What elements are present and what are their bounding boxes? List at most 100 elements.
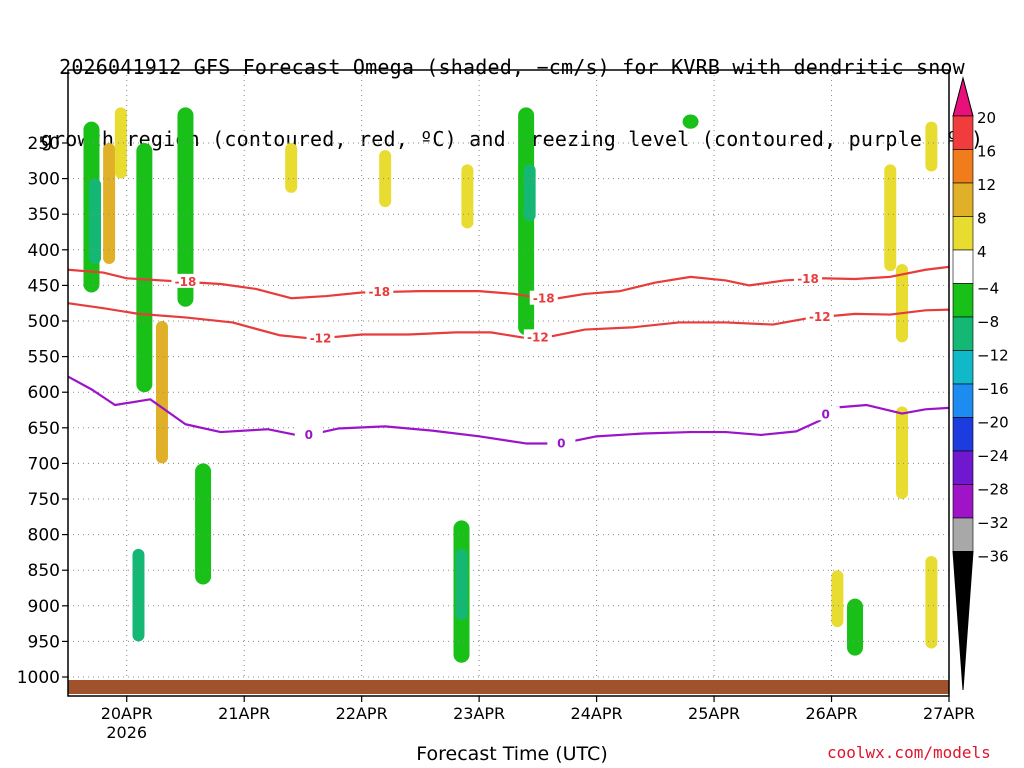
contour-label: -12: [809, 310, 831, 324]
colorbar-segment: [952, 216, 974, 251]
colorbar-label: −12: [977, 347, 1009, 365]
omega-patch: [884, 164, 897, 272]
y-tick-label: 250: [28, 134, 60, 154]
colorbar: 20 16 12 8 4 −4 −8 −12 −16 −20 −24 −28 −32 −36: [952, 76, 1009, 691]
omega-patch: [847, 598, 864, 656]
omega-patch: [379, 150, 392, 208]
x-axis-label: Forecast Time (UTC): [416, 743, 608, 765]
colorbar-label: 20: [977, 109, 996, 127]
y-tick-label: 400: [28, 241, 60, 261]
omega-patch: [896, 264, 909, 343]
x-tick-label: 20APR: [101, 704, 153, 723]
x-tick-label: 23APR: [453, 704, 505, 723]
colorbar-label: 8: [977, 210, 987, 228]
omega-patch: [523, 164, 536, 222]
contour-label-background: [794, 270, 823, 285]
site-credit[interactable]: coolwx.com/models: [827, 743, 991, 762]
y-tick-label: 800: [28, 526, 60, 546]
omega-patch: [177, 107, 194, 307]
omega-patch: [114, 107, 127, 179]
colorbar-segment: [952, 115, 974, 150]
contour-label: 0: [557, 436, 565, 450]
grid-lines: [68, 70, 949, 696]
omega-patch: [195, 463, 212, 585]
colorbar-segment: [952, 316, 974, 351]
plot-frame: [67, 69, 950, 697]
contour-label: -12: [527, 330, 549, 344]
contour-label: -18: [368, 285, 390, 299]
contour-label-background: [306, 330, 335, 345]
omega-patch: [682, 114, 699, 129]
colorbar-label: −36: [977, 548, 1009, 566]
colorbar-segment: [952, 484, 974, 519]
omega-patch: [518, 107, 535, 336]
y-tick-label: 550: [28, 348, 60, 368]
y-tick-label: 850: [28, 561, 60, 581]
y-tick-label: 1000: [17, 668, 60, 688]
omega-patch: [455, 548, 468, 621]
contour-label: -12: [310, 331, 332, 345]
colorbar-segment: [952, 350, 974, 385]
colorbar-label: −4: [977, 280, 999, 298]
y-tick-label: 450: [28, 276, 60, 296]
omega-patch: [896, 406, 909, 499]
contour-label: -18: [175, 275, 197, 289]
omega-patch: [103, 143, 116, 265]
omega-patch: [925, 121, 938, 172]
x-tick-label: 26APR: [805, 704, 857, 723]
y-tick-label: 650: [28, 419, 60, 439]
colorbar-bottom-arrow: [952, 551, 974, 691]
contour-label: 0: [821, 407, 829, 421]
omega-patch: [89, 178, 102, 265]
contour-label-background: [529, 290, 558, 305]
x-tick-label: 27APR: [923, 704, 975, 723]
x-tick-label: 25APR: [688, 704, 740, 723]
colorbar-label: −24: [977, 447, 1009, 465]
contour-layer: -18 -18 -18 -18 -12 -12 -12 0 0 0: [67, 265, 950, 450]
contour-label-background: [523, 329, 552, 344]
omega-patch: [831, 570, 844, 628]
omega-patch: [132, 548, 145, 642]
contour-label-background: [811, 406, 840, 421]
y-tick-label: 300: [28, 170, 60, 190]
contour-label: -18: [533, 292, 555, 306]
colorbar-segment: [952, 417, 974, 452]
colorbar-segment: [952, 283, 974, 318]
x-tick-label: 22APR: [336, 704, 388, 723]
omega-patch: [925, 555, 938, 649]
omega-patch: [461, 164, 474, 229]
y-tick-label: 750: [28, 490, 60, 510]
colorbar-label: −20: [977, 414, 1009, 432]
x-tick-label: 24APR: [571, 704, 623, 723]
contour-label-background: [365, 284, 394, 299]
x-tick-label: 21APR: [218, 704, 270, 723]
y-axis-ticks: 250 300 350 400 450 500 550 600 650 700 750 800 850 9…: [17, 134, 68, 688]
y-tick-label: 950: [28, 632, 60, 652]
contour-label-background: [171, 273, 200, 288]
y-tick-label: 500: [28, 312, 60, 332]
y-tick-label: 350: [28, 205, 60, 225]
contour-label: 0: [305, 428, 313, 442]
colorbar-segment: [952, 249, 974, 284]
contour-label: -18: [797, 272, 819, 286]
omega-patch: [285, 143, 298, 193]
colorbar-label: −28: [977, 481, 1009, 499]
colorbar-segment: [952, 383, 974, 418]
omega-patch: [155, 321, 168, 464]
ground-surface: [68, 680, 949, 694]
colorbar-label: −32: [977, 514, 1009, 532]
omega-patch: [136, 143, 153, 393]
y-tick-label: 700: [28, 454, 60, 474]
colorbar-label: 12: [977, 176, 996, 194]
colorbar-label: 4: [977, 243, 987, 261]
contour-label-background: [294, 427, 323, 442]
chart-title-line-1: 2026041912 GFS Forecast Omega (shaded, −…: [59, 55, 965, 79]
x-tick-sublabel: 2026: [106, 723, 147, 742]
colorbar-segment: [952, 182, 974, 217]
colorbar-top-arrow: [952, 76, 974, 117]
omega-shading-layer: [83, 107, 938, 663]
contour-label-background: [805, 309, 834, 324]
colorbar-segment: [952, 450, 974, 485]
